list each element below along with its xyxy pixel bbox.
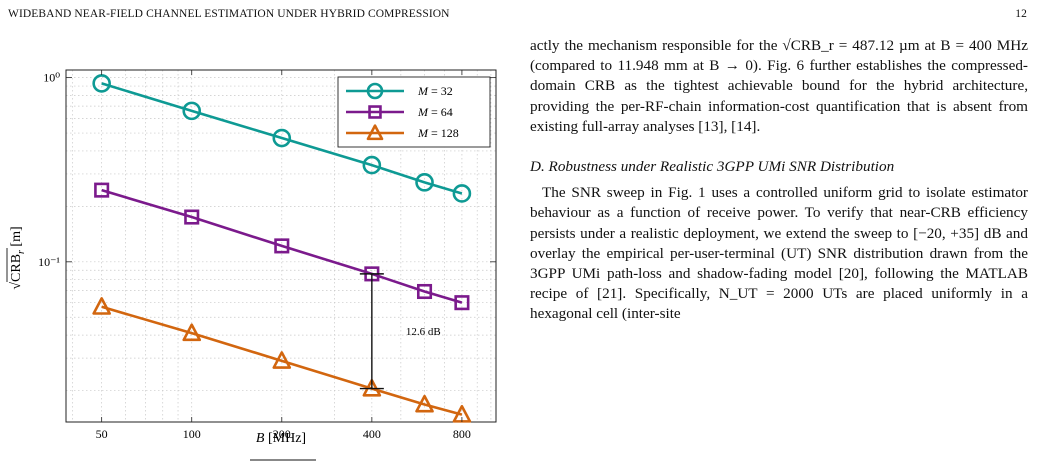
data-point [362,378,382,397]
legend-marker [366,124,384,141]
y-tick-label: 10⁻¹ [38,255,60,269]
legend-item: M = 128 [346,124,459,141]
series-circle [92,74,472,203]
data-point [182,101,202,121]
y-tick-label: 10⁰ [43,71,60,85]
data-point [452,184,472,203]
legend-marker [368,105,382,119]
data-point [92,297,111,315]
running-header: WIDEBAND NEAR-FIELD CHANNEL ESTIMATION U… [8,8,1027,24]
plot-grid [66,70,496,422]
x-tick-label: 400 [363,427,381,441]
data-point [92,74,111,93]
crb-vs-bandwidth-figure: 12.6 dB 50 100 200 400 800 10⁰ 10⁻¹ B [MHz] √C… [6,69,497,461]
legend-item: M = 32 [346,82,453,100]
data-point [184,209,200,225]
page-number: 12 [1015,8,1027,20]
axis-ticks: 50 100 200 400 800 10⁰ 10⁻¹ [38,70,496,441]
gap-label: 12.6 dB [406,326,441,338]
legend-item: M = 64 [346,105,453,119]
section-heading: D. Robustness under Realistic 3GPP UMi S… [530,158,895,176]
data-point [94,182,110,198]
x-axis-label: B [MHz] [256,431,306,446]
series-line [101,82,463,195]
data-point [272,351,292,369]
legend-marker [366,82,384,100]
data-point [362,155,382,175]
svg-text:√CRBr [m]: √CRBr [m] [9,226,27,289]
running-title: WIDEBAND NEAR-FIELD CHANNEL ESTIMATION U… [8,8,450,20]
data-point [415,394,434,413]
plot-frame [65,69,497,423]
x-tick-label: 200 [273,427,291,441]
legend-label: M = 64 [417,105,453,119]
plot-series [92,74,472,423]
legend: M = 32 M = 64 M = 128 [337,76,491,148]
data-point [182,323,202,342]
gap-annotation: 12.6 dB [359,273,441,390]
legend-label: M = 128 [417,126,459,140]
paragraph-continuation: actly the mechanism responsible for the … [530,37,1028,135]
x-tick-label: 50 [96,427,108,441]
paragraph-snr-sweep: The SNR sweep in Fig. 1 uses a controlle… [530,184,1028,323]
y-axis-label: √CRBr [m] [6,226,27,290]
x-tick-label: 800 [453,427,471,441]
legend-label: M = 32 [417,84,453,98]
data-point [274,238,290,254]
data-point [454,295,470,311]
data-point [416,283,433,300]
x-tick-label: 100 [183,427,201,441]
data-point [415,173,434,192]
data-point [272,128,292,148]
body-text-column: actly the mechanism responsible for the … [530,36,1028,325]
